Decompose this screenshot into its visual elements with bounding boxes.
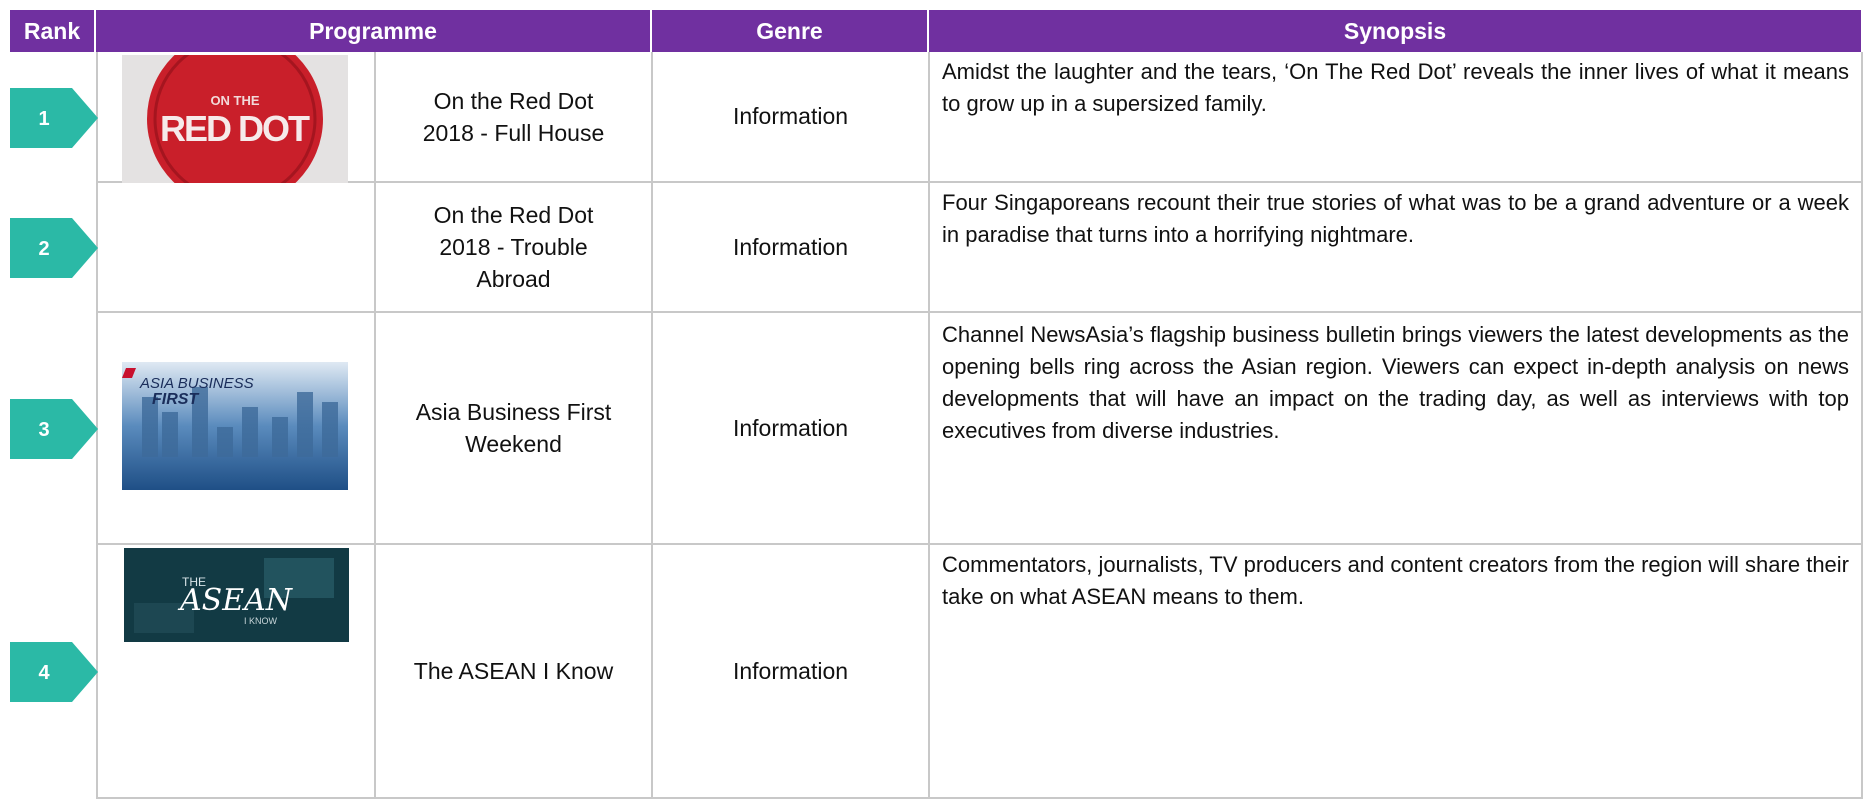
thumbnail-text: 2 — [38, 238, 49, 260]
thumbnail-text: I KNOW — [244, 616, 278, 626]
programme-name: On the Red Dot 2018 - Trouble Abroad — [376, 183, 653, 313]
thumbnail-text: RED DOT — [160, 108, 310, 149]
thumbnail-text: THE — [182, 575, 206, 589]
genre: Information — [653, 52, 930, 183]
thumbnail-text: ON THE — [210, 93, 259, 108]
programme-name: On the Red Dot 2018 - Full House — [376, 52, 653, 183]
genre: Information — [653, 545, 930, 799]
header-cell: Programme — [96, 10, 652, 52]
header-cell: Synopsis — [929, 10, 1863, 52]
header-cell: Rank — [10, 10, 96, 52]
thumbnail-text: ASIA BUSINESS — [139, 375, 254, 392]
thumbnail-text: FIRST — [152, 391, 199, 408]
thumbnail-text: ASEAN — [177, 583, 294, 618]
programme-name: The ASEAN I Know — [376, 545, 653, 799]
rank-badge: 1 — [10, 87, 98, 148]
rank-badge: 4 — [10, 642, 98, 702]
genre: Information — [653, 313, 930, 545]
thumbnail-text: 4 — [38, 662, 50, 684]
header-cell: Genre — [652, 10, 929, 52]
synopsis: Four Singaporeans recount their true sto… — [930, 183, 1863, 313]
synopsis: Commentators, journalists, TV producers … — [930, 545, 1863, 799]
synopsis: Channel NewsAsia’s flagship business bul… — [930, 313, 1863, 545]
programme-name: Asia Business First Weekend — [376, 313, 653, 545]
genre: Information — [653, 183, 930, 313]
synopsis: Amidst the laughter and the tears, ‘On T… — [930, 52, 1863, 183]
thumbnail-text: 3 — [38, 419, 49, 441]
rank-badge: 2 — [10, 218, 98, 278]
thumbnail-cell — [96, 183, 376, 313]
rank-badge: 3 — [10, 399, 98, 459]
thumbnail-text: 1 — [38, 108, 49, 130]
